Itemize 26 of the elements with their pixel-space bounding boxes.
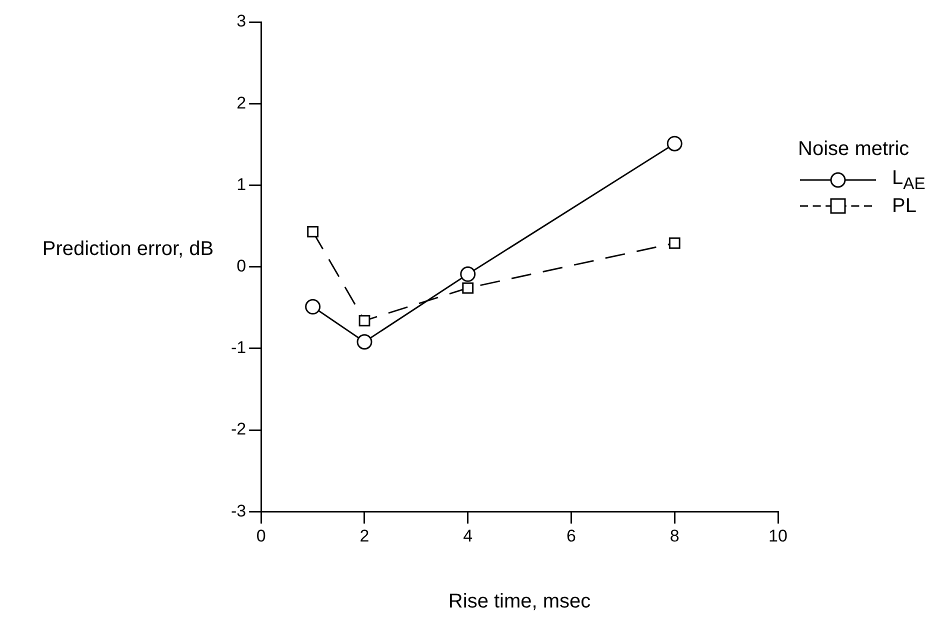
point [356,334,372,350]
y-tick-label: 0 [236,256,246,276]
point [307,226,319,238]
legend-title: Noise metric [798,138,910,161]
point [462,282,474,294]
y-tick-label: 1 [236,174,246,194]
y-axis-title: Prediction error, dB [41,238,215,261]
point [305,299,321,315]
x-tick-label: 10 [768,526,788,546]
y-tick-label: 3 [236,12,246,31]
point [358,314,370,326]
point [666,136,682,152]
point [668,237,680,249]
x-tick-label: 6 [566,526,576,546]
y-tick-label: -1 [230,338,246,358]
x-tick-label: 8 [670,526,680,546]
x-tick-label: 4 [463,526,473,546]
point [460,266,476,282]
legend-label: PL [892,194,916,218]
y-tick-label: 2 [236,93,246,112]
x-tick-label: 2 [360,526,370,546]
x-axis-title: Rise time, msec [448,590,591,613]
y-tick-label: -3 [230,501,246,520]
y-tick-label: -2 [230,420,246,439]
x-tick-label: 0 [256,526,266,546]
legend-label: L$_{AE}$ [892,166,926,194]
